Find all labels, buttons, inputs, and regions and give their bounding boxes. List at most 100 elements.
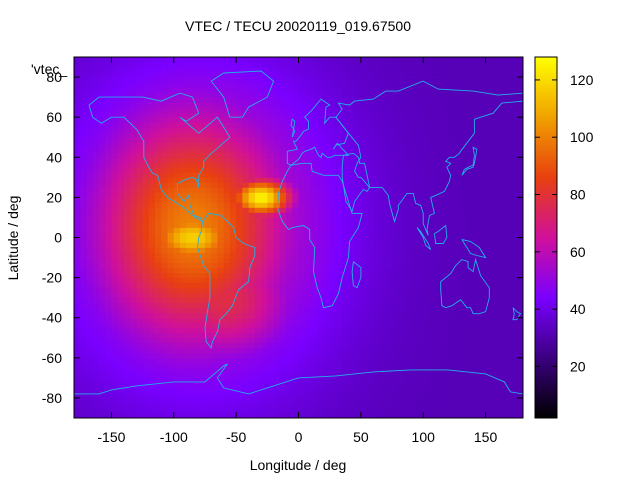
heatmap-cell bbox=[92, 167, 100, 173]
heatmap-cell bbox=[342, 132, 349, 138]
heatmap-cell bbox=[435, 162, 443, 168]
heatmap-cell bbox=[261, 337, 268, 344]
heatmap-cell bbox=[323, 377, 331, 384]
heatmap-cell bbox=[473, 402, 480, 409]
heatmap-cell bbox=[479, 92, 486, 98]
heatmap-cell bbox=[279, 87, 287, 93]
heatmap-cell bbox=[360, 237, 368, 243]
heatmap-cell bbox=[460, 272, 468, 279]
heatmap-cell bbox=[454, 222, 462, 228]
heatmap-cell bbox=[261, 212, 268, 218]
heatmap-cell bbox=[298, 227, 306, 233]
heatmap-cell bbox=[473, 367, 480, 374]
heatmap-cell bbox=[74, 242, 81, 248]
heatmap-cell bbox=[279, 172, 287, 178]
heatmap-cell bbox=[423, 257, 430, 263]
heatmap-cell bbox=[310, 157, 318, 163]
heatmap-cell bbox=[148, 172, 156, 178]
heatmap-cell bbox=[117, 147, 125, 153]
heatmap-cell bbox=[373, 187, 380, 193]
heatmap-cell bbox=[310, 382, 318, 389]
heatmap-cell bbox=[491, 287, 499, 294]
heatmap-cell bbox=[248, 247, 256, 253]
heatmap-cell bbox=[86, 182, 94, 188]
heatmap-cell bbox=[454, 252, 462, 258]
heatmap-cell bbox=[223, 332, 231, 339]
heatmap-cell bbox=[491, 307, 499, 314]
heatmap-cell bbox=[491, 157, 499, 163]
heatmap-cell bbox=[167, 367, 175, 374]
heatmap-cell bbox=[211, 67, 218, 73]
heatmap-cell bbox=[186, 157, 193, 163]
heatmap-cell bbox=[279, 317, 287, 324]
heatmap-cell bbox=[223, 132, 231, 138]
heatmap-cell bbox=[423, 232, 430, 238]
heatmap-cell bbox=[441, 197, 449, 203]
heatmap-cell bbox=[86, 132, 94, 138]
heatmap-cell bbox=[298, 397, 306, 404]
heatmap-cell bbox=[342, 262, 349, 268]
heatmap-cell bbox=[354, 312, 362, 319]
heatmap-cell bbox=[460, 87, 468, 93]
heatmap-cell bbox=[173, 142, 181, 148]
heatmap-cell bbox=[223, 197, 231, 203]
heatmap-cell bbox=[348, 122, 356, 128]
heatmap-cell bbox=[186, 72, 193, 78]
heatmap-cell bbox=[155, 122, 162, 128]
heatmap-cell bbox=[454, 287, 462, 294]
heatmap-cell bbox=[317, 412, 324, 419]
heatmap-cell bbox=[229, 137, 237, 143]
heatmap-cell bbox=[155, 402, 162, 409]
heatmap-cell bbox=[142, 312, 150, 319]
heatmap-cell bbox=[504, 292, 511, 299]
heatmap-cell bbox=[398, 187, 405, 193]
heatmap-cell bbox=[504, 257, 511, 263]
heatmap-cell bbox=[429, 147, 437, 153]
heatmap-cell bbox=[217, 262, 225, 268]
heatmap-cell bbox=[323, 117, 331, 123]
heatmap-cell bbox=[504, 362, 511, 369]
heatmap-cell bbox=[130, 272, 137, 279]
heatmap-cell bbox=[342, 217, 349, 223]
heatmap-cell bbox=[148, 137, 156, 143]
heatmap-cell bbox=[348, 322, 356, 329]
heatmap-cell bbox=[485, 177, 493, 183]
heatmap-cell bbox=[360, 302, 368, 309]
heatmap-cell bbox=[223, 257, 231, 263]
heatmap-cell bbox=[510, 122, 518, 128]
heatmap-cell bbox=[279, 322, 287, 329]
heatmap-cell bbox=[410, 267, 418, 273]
heatmap-cell bbox=[304, 337, 312, 344]
heatmap-cell bbox=[317, 397, 324, 404]
heatmap-cell bbox=[485, 332, 493, 339]
heatmap-cell bbox=[379, 352, 387, 359]
heatmap-cell bbox=[198, 387, 206, 394]
heatmap-cell bbox=[498, 247, 505, 253]
heatmap-cell bbox=[136, 232, 143, 238]
heatmap-cell bbox=[310, 242, 318, 248]
heatmap-cell bbox=[354, 412, 362, 419]
heatmap-cell bbox=[261, 162, 268, 168]
heatmap-cell bbox=[498, 347, 505, 354]
heatmap-cell bbox=[161, 292, 168, 299]
heatmap-cell bbox=[373, 357, 380, 364]
heatmap-cell bbox=[229, 197, 237, 203]
heatmap-cell bbox=[273, 372, 281, 379]
heatmap-cell bbox=[92, 282, 100, 289]
heatmap-cell bbox=[130, 87, 137, 93]
heatmap-cell bbox=[423, 382, 430, 389]
heatmap-cell bbox=[161, 252, 168, 258]
heatmap-cell bbox=[211, 282, 218, 289]
heatmap-cell bbox=[429, 167, 437, 173]
heatmap-cell bbox=[229, 182, 237, 188]
heatmap-cell bbox=[404, 157, 412, 163]
heatmap-cell bbox=[342, 267, 349, 273]
heatmap-cell bbox=[416, 162, 424, 168]
heatmap-cell bbox=[105, 107, 112, 113]
heatmap-cell bbox=[392, 212, 399, 218]
heatmap-cell bbox=[504, 157, 511, 163]
heatmap-cell bbox=[423, 317, 430, 324]
heatmap-cell bbox=[130, 382, 137, 389]
heatmap-cell bbox=[105, 172, 112, 178]
heatmap-cell bbox=[498, 352, 505, 359]
